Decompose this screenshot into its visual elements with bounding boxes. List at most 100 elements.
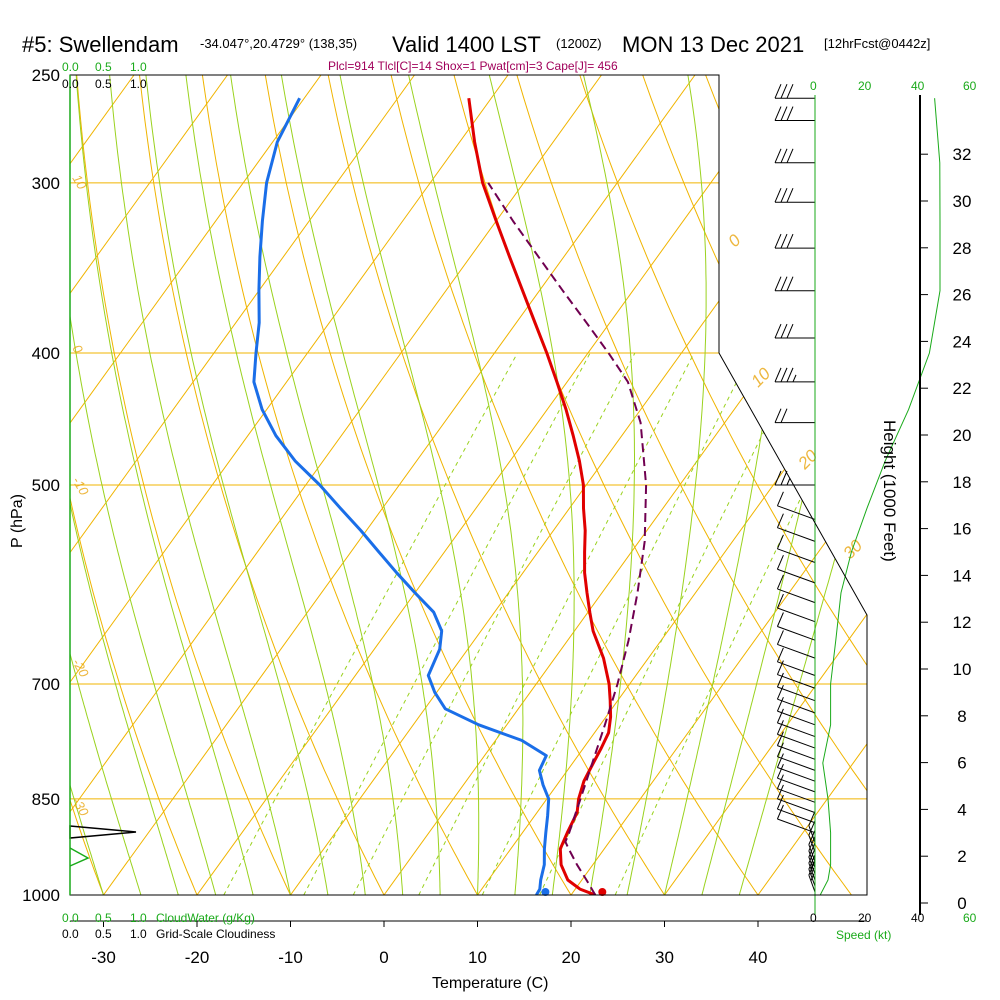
wind-barb-shaft	[777, 588, 816, 604]
wind-barb-flag	[776, 630, 784, 645]
wind-barb-flag	[776, 784, 784, 800]
dry-adiabat-40	[385, 75, 759, 895]
station-title: #5: Swellendam	[22, 32, 179, 57]
isotherm-0	[383, 75, 867, 895]
cloudwater-tick-0: 0.0	[62, 911, 79, 925]
speed-bottom-0: 0	[810, 911, 817, 925]
dry-adiabat-10	[198, 75, 478, 895]
wind-barb-flag	[774, 323, 782, 339]
wind-barb-half	[792, 374, 797, 383]
wind-barb-half	[786, 477, 791, 486]
isotherm-label--10: -10	[69, 474, 92, 498]
mixing-ratio-8	[481, 352, 752, 895]
pressure-tick-850: 850	[32, 790, 60, 809]
pressure-tick-400: 400	[32, 344, 60, 363]
dry-adiabat--10	[74, 75, 291, 895]
height-tick-24: 24	[953, 332, 972, 351]
wind-barb-flag	[774, 148, 782, 163]
moist-adiabat--10	[109, 75, 291, 895]
moist-adiabat--2	[185, 75, 366, 895]
wind-barb-shaft	[777, 798, 816, 814]
dry-adiabat-60	[509, 75, 867, 895]
temp-tick-30: 30	[655, 948, 674, 967]
isotherm--30	[103, 75, 696, 895]
stability-params: Plcl=914 Tlcl[C]=14 Shox=1 Pwat[cm]=3 Ca…	[328, 59, 618, 73]
temp-tick-20: 20	[562, 948, 581, 967]
temp-tick-40: 40	[749, 948, 768, 967]
height-tick-28: 28	[953, 239, 972, 258]
wind-barb-flag	[776, 513, 784, 528]
cloudwater-top-1: 1.0	[130, 60, 147, 74]
wind-barb-shaft	[777, 777, 816, 793]
height-tick-2: 2	[957, 847, 966, 866]
height-tick-26: 26	[953, 286, 972, 305]
height-tick-10: 10	[953, 660, 972, 679]
wind-barb-flag	[786, 148, 794, 163]
moist-adiabat-38	[738, 75, 867, 895]
wind-barb-shaft	[808, 856, 816, 875]
dry-adiabat-0	[136, 75, 385, 895]
wind-barb-shaft	[808, 834, 816, 853]
speed-top-60: 60	[963, 79, 977, 93]
wind-barb-shaft	[777, 686, 816, 702]
cloudwater-top-05: 0.5	[95, 60, 112, 74]
wind-barb-flag	[776, 660, 784, 675]
wind-barb-flag	[774, 367, 782, 383]
wind-barb-shaft	[777, 745, 816, 760]
wind-barb-shaft	[808, 868, 816, 887]
isotherm-10	[477, 75, 867, 895]
wind-barb-flag	[776, 696, 784, 712]
wind-barb-flag	[808, 820, 816, 836]
wind-barb-flag	[786, 233, 794, 249]
dry-adiabat-70	[571, 75, 867, 895]
isotherm--20	[196, 75, 789, 895]
temp-tick-10: 10	[468, 948, 487, 967]
moist-adiabat-14	[408, 75, 524, 895]
wind-barb-shaft	[777, 548, 816, 563]
speed-axis-title: Speed (kt)	[836, 928, 891, 942]
mixing-ratio-5	[418, 352, 695, 895]
isobar-lines	[70, 75, 867, 895]
isotherm-label-0: 0	[69, 342, 86, 356]
moist-adiabat--22	[70, 75, 179, 895]
y-axis-label: P (hPa)	[9, 494, 26, 548]
wind-barb-shaft	[777, 626, 816, 641]
wind-barb-flag	[780, 323, 788, 339]
wind-barb-flag	[776, 794, 784, 810]
moist-adiabat-2	[230, 75, 404, 895]
wind-barb-shaft	[777, 767, 816, 782]
wind-barb-shaft	[808, 874, 816, 893]
cloudiness-tick-0: 0.0	[62, 927, 79, 941]
mixing-ratio-label-3: 3	[347, 907, 363, 922]
wind-barb-flag	[780, 106, 788, 121]
wind-barb-flag	[776, 612, 784, 627]
dry-adiabat-120	[883, 51, 1000, 895]
height-tick-20: 20	[953, 426, 972, 445]
wind-barb-shaft	[777, 568, 816, 584]
isotherm--70	[70, 75, 322, 895]
pressure-tick-500: 500	[32, 476, 60, 495]
speed-bottom-60: 60	[963, 911, 977, 925]
wind-barb-flag	[780, 84, 788, 99]
dry-adiabat-30	[323, 75, 665, 895]
isotherm--40	[70, 75, 602, 895]
wind-barb-flag	[776, 555, 784, 570]
cloudwater-title: CloudWater (g/Kg)	[156, 911, 255, 925]
temp-tick--20: -20	[185, 948, 210, 967]
wind-barb-flag	[774, 106, 782, 121]
speed-bottom-40: 40	[911, 911, 925, 925]
wind-barb-shaft	[808, 850, 816, 868]
dry-adiabat-lines	[70, 51, 1000, 895]
wind-barb-flag	[808, 811, 816, 826]
isotherm-label--20: -20	[69, 656, 92, 680]
cloudwater-spike	[69, 847, 90, 867]
height-tick-4: 4	[957, 800, 966, 819]
dry-adiabat-110	[820, 75, 867, 895]
cloudiness-title: Grid-Scale Cloudiness	[156, 927, 275, 941]
valid-time: Valid 1400 LST	[392, 32, 541, 57]
surface-temperature-point	[598, 888, 607, 896]
pressure-tick-700: 700	[32, 675, 60, 694]
cloudwater-tick-1: 1.0	[130, 911, 147, 925]
moist-adiabat-18	[488, 75, 575, 895]
wind-barb-flag	[776, 685, 784, 700]
